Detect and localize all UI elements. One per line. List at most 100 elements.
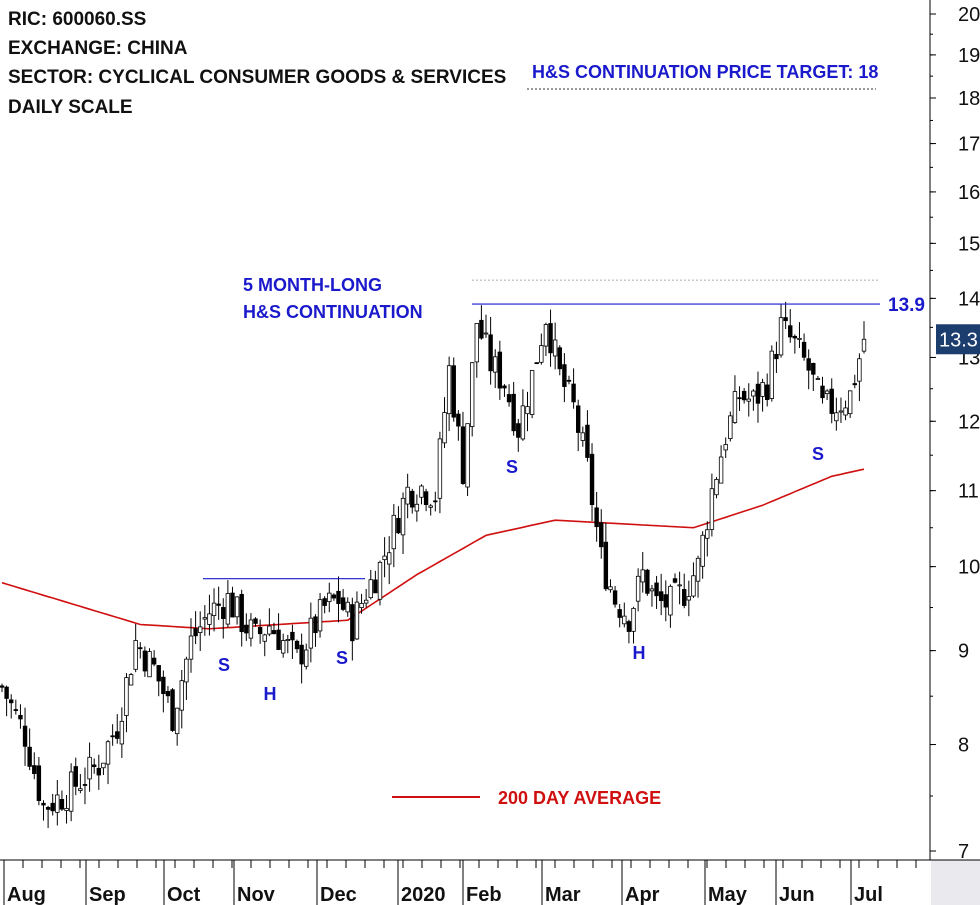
- candle: [368, 569, 373, 600]
- candle: [280, 633, 286, 658]
- x-tick-label: Dec: [320, 884, 357, 905]
- candle: [511, 381, 516, 436]
- y-tick-label: 17: [958, 134, 980, 156]
- candle: [299, 633, 304, 684]
- candle: [345, 597, 350, 617]
- candle: [599, 509, 604, 559]
- candle: [18, 704, 23, 729]
- candle: [9, 694, 14, 719]
- candle: [391, 504, 397, 568]
- candle: [55, 779, 60, 826]
- candle: [27, 728, 32, 771]
- candle: [497, 340, 503, 400]
- candle: [377, 560, 383, 606]
- candle: [815, 376, 821, 380]
- candle: [783, 301, 788, 330]
- pattern-label-line1: 5 MONTH-LONG: [243, 275, 382, 295]
- candle: [147, 648, 152, 678]
- candle: [396, 506, 401, 535]
- candle: [285, 634, 290, 654]
- candle: [852, 374, 857, 389]
- candle: [59, 790, 65, 811]
- candle: [516, 418, 521, 452]
- y-tick-label: 11: [958, 481, 979, 503]
- candle: [68, 763, 74, 822]
- candle: [506, 384, 512, 407]
- candle: [732, 375, 738, 424]
- x-tick-label: Jul: [854, 884, 883, 905]
- candle: [718, 445, 724, 484]
- candle: [133, 623, 138, 673]
- candle: [105, 739, 111, 785]
- last-price-label: 13.3: [939, 329, 978, 351]
- axis-corner: [931, 860, 980, 905]
- candle: [714, 477, 719, 499]
- candle: [682, 573, 687, 609]
- candle: [677, 571, 682, 605]
- candle: [838, 397, 844, 423]
- candle: [308, 602, 314, 663]
- x-tick-label: Aug: [7, 884, 46, 905]
- candle: [110, 724, 115, 746]
- candle: [829, 378, 834, 424]
- y-tick-label: 14: [958, 288, 980, 310]
- candle: [460, 411, 466, 485]
- y-tick-label: 16: [958, 182, 980, 204]
- candle: [668, 584, 673, 628]
- candle: [73, 757, 78, 796]
- candle: [557, 345, 562, 376]
- candle: [188, 618, 194, 673]
- candle: [0, 683, 5, 693]
- candle: [751, 389, 756, 411]
- candle: [493, 349, 498, 389]
- candle: [695, 555, 701, 598]
- candle: [456, 410, 461, 441]
- candle: [451, 357, 456, 422]
- candle: [248, 613, 254, 647]
- candle: [221, 598, 226, 639]
- candle: [405, 473, 410, 519]
- y-tick-label: 15: [958, 233, 980, 255]
- pattern-marker: H: [264, 684, 277, 704]
- candle: [138, 642, 143, 659]
- candle: [663, 580, 668, 622]
- candle: [45, 805, 51, 829]
- x-tick-label: Sep: [89, 884, 126, 905]
- candle: [433, 491, 438, 512]
- candle: [741, 388, 747, 404]
- candle: [239, 589, 244, 647]
- candle: [612, 585, 618, 608]
- candle: [465, 423, 470, 497]
- candle: [608, 579, 613, 593]
- candle: [585, 410, 590, 462]
- candle: [562, 353, 567, 403]
- candle: [244, 613, 249, 641]
- candle: [640, 551, 645, 593]
- pattern-marker: S: [506, 457, 518, 477]
- candle: [502, 384, 507, 397]
- y-tick-label: 7: [958, 841, 969, 863]
- x-tick-label: Jun: [779, 884, 815, 905]
- target-label: H&S CONTINUATION PRICE TARGET: 18: [532, 62, 878, 82]
- candle: [271, 622, 277, 635]
- candle: [778, 304, 784, 358]
- candle: [230, 586, 235, 618]
- last-price-badge: [936, 324, 980, 355]
- x-tick-label: Mar: [545, 884, 581, 905]
- candle: [419, 484, 424, 505]
- candle: [589, 443, 595, 522]
- candle: [294, 639, 300, 653]
- candle: [382, 537, 387, 578]
- candle: [119, 707, 125, 758]
- candle: [211, 588, 217, 632]
- candle: [428, 503, 433, 516]
- candle: [32, 752, 37, 780]
- x-tick-label: May: [708, 884, 748, 905]
- candle: [322, 596, 327, 614]
- candle: [654, 575, 659, 609]
- candle: [331, 593, 337, 601]
- candle: [442, 397, 447, 448]
- x-tick-label: Oct: [167, 884, 201, 905]
